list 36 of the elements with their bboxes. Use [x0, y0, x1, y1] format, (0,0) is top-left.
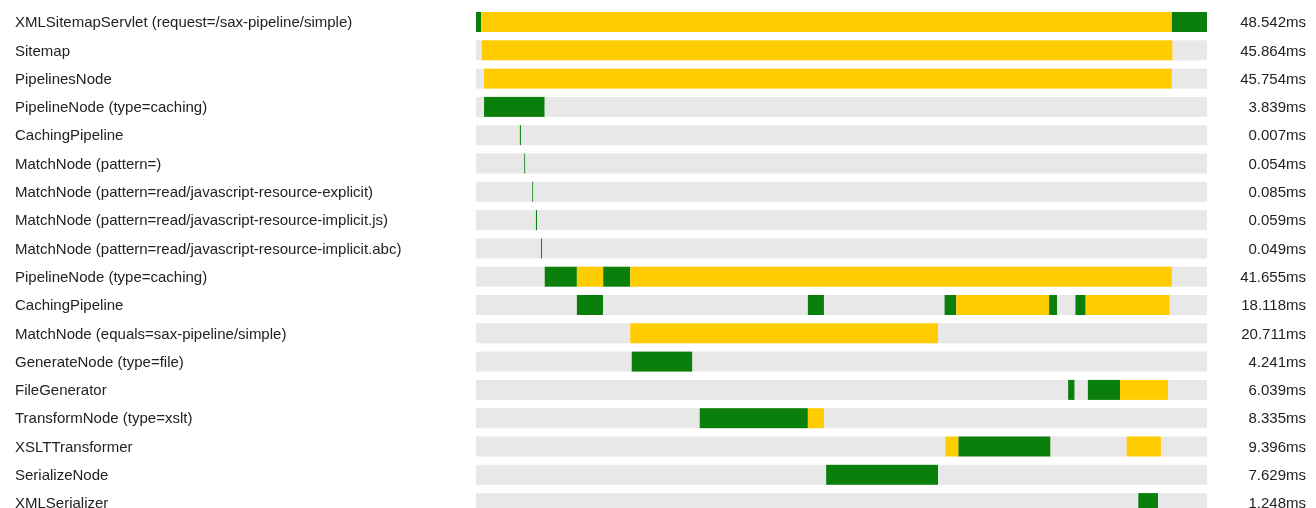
- y-tick-label: CachingPipeline: [15, 126, 124, 144]
- text: 7.629ms: [1248, 466, 1306, 484]
- y-tick-label: FileGenerator: [15, 381, 107, 399]
- text: 45.864ms: [1240, 41, 1306, 59]
- y-tick-label: MatchNode (pattern=read/javascript-resource-implicit.js): [15, 211, 389, 229]
- y-tick-label: PipelineNode (type=caching): [15, 98, 208, 116]
- y-tick-label: SerializeNode: [15, 466, 109, 484]
- text: 3.839ms: [1248, 98, 1306, 116]
- y-tick-label: MatchNode (pattern=): [15, 154, 162, 172]
- text: 48.542ms: [1240, 13, 1306, 31]
- y-tick-label: Sitemap: [15, 41, 71, 59]
- text: 0.085ms: [1248, 183, 1306, 201]
- text: 20.711ms: [1241, 324, 1306, 342]
- text: 45.754ms: [1240, 69, 1306, 87]
- y-tick-label: XMLSerializer: [15, 494, 109, 508]
- y-tick-label: MatchNode (pattern=read/javascript-resource-explicit): [15, 183, 374, 201]
- text: 4.241ms: [1248, 352, 1306, 370]
- y-tick-label: TransformNode (type=xslt): [15, 409, 193, 427]
- y-tick-label: MatchNode (pattern=read/javascript-resource-implicit.abc): [15, 239, 402, 257]
- text: 6.039ms: [1248, 381, 1306, 399]
- text: 0.054ms: [1248, 154, 1306, 172]
- text: 0.049ms: [1248, 239, 1306, 257]
- y-tick-label: PipelineNode (type=caching): [15, 267, 208, 285]
- y-tick-label: PipelinesNode: [15, 69, 112, 87]
- text: 1.248ms: [1248, 494, 1306, 508]
- y-tick-label: XMLSitemapServlet (request=/sax-pipeline/simple): [15, 13, 353, 31]
- text: 8.335ms: [1248, 409, 1306, 427]
- text: 0.059ms: [1248, 211, 1306, 229]
- text: 41.655ms: [1240, 267, 1306, 285]
- text: 0.007ms: [1248, 126, 1306, 144]
- y-tick-label: GenerateNode (type=file): [15, 352, 184, 370]
- text: 9.396ms: [1248, 437, 1306, 455]
- y-tick-label: XSLTTransformer: [15, 437, 133, 455]
- text: 18.118ms: [1241, 296, 1306, 314]
- y-tick-label: CachingPipeline: [15, 296, 124, 314]
- y-tick-label: MatchNode (equals=sax-pipeline/simple): [15, 324, 287, 342]
